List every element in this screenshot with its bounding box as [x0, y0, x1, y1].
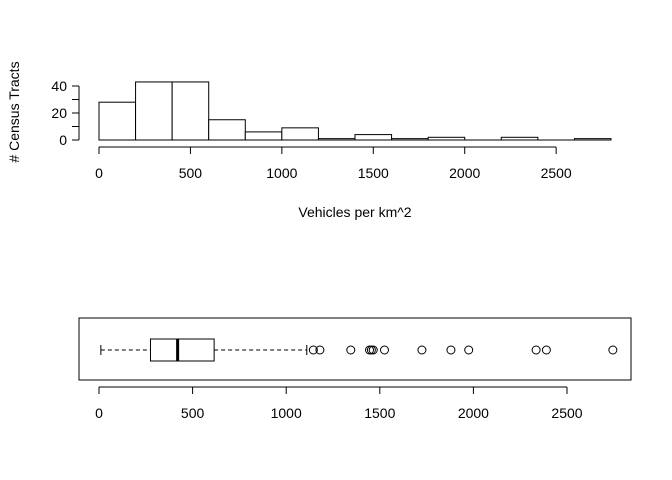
histogram-x-axis: 0 500 1000 1500 2000 2500: [95, 146, 572, 181]
boxplot-outlier-5: [368, 345, 378, 355]
histogram-bar-200-400: [135, 81, 173, 141]
boxplot-outlier-7: [417, 345, 427, 355]
histogram-x-tick-label-2500: 2500: [541, 165, 572, 181]
boxplot-x-axis: 0 500 1000 1500 2000 2500: [95, 386, 583, 421]
histogram-x-tick-label-1500: 1500: [358, 165, 389, 181]
boxplot-outlier-10: [531, 345, 541, 355]
histogram-bars: [98, 81, 612, 141]
boxplot-x-tick-label-2500: 2500: [551, 405, 582, 421]
histogram-panel: 0 20 40 0 500 1000 1500 2000 2500 Vehicles per …: [6, 61, 612, 220]
histogram-y-tick-label-40: 40: [51, 78, 67, 94]
histogram-y-axis-title: # Census Tracts: [6, 61, 22, 162]
histogram-bar-600-800: [208, 119, 246, 141]
histogram-y-tick-label-0: 0: [59, 132, 67, 148]
boxplot-x-tick-label-500: 500: [181, 405, 205, 421]
boxplot-outlier-4: [366, 345, 376, 355]
boxplot-x-tick-label-1000: 1000: [271, 405, 302, 421]
boxplot-frame: [78, 317, 632, 381]
histogram-bar-1400-1600: [354, 134, 393, 141]
boxplot-outlier-9: [464, 345, 474, 355]
boxplot-outlier-2: [346, 345, 356, 355]
boxplot-x-tick-label-0: 0: [95, 405, 103, 421]
histogram-x-tick-label-500: 500: [179, 165, 203, 181]
boxplot-outlier-6: [379, 345, 389, 355]
boxplot-panel: 0 500 1000 1500 2000 2500: [78, 317, 632, 421]
boxplot-outlier-11: [541, 345, 551, 355]
boxplot-outlier-1: [315, 345, 325, 355]
boxplot-outlier-0: [308, 345, 318, 355]
boxplot-x-tick-label-1500: 1500: [364, 405, 395, 421]
boxplot-outlier-8: [446, 345, 456, 355]
histogram-bar-400-600: [171, 81, 210, 141]
boxplot-box: [149, 338, 215, 362]
histogram-bar-1000-1200: [281, 127, 319, 141]
histogram-x-tick-label-0: 0: [95, 165, 103, 181]
histogram-bar-0-200: [98, 101, 137, 141]
boxplot-x-tick-label-2000: 2000: [458, 405, 489, 421]
histogram-y-tick-label-20: 20: [51, 105, 67, 121]
boxplot-elements: [100, 338, 618, 362]
histogram-x-tick-label-1000: 1000: [266, 165, 297, 181]
histogram-x-axis-title: Vehicles per km^2: [298, 204, 411, 220]
histogram-x-tick-label-2000: 2000: [449, 165, 480, 181]
boxplot-outlier-12: [608, 345, 618, 355]
histogram-bar-800-1000: [244, 131, 283, 141]
histogram-y-axis: 0 20 40: [51, 78, 80, 148]
